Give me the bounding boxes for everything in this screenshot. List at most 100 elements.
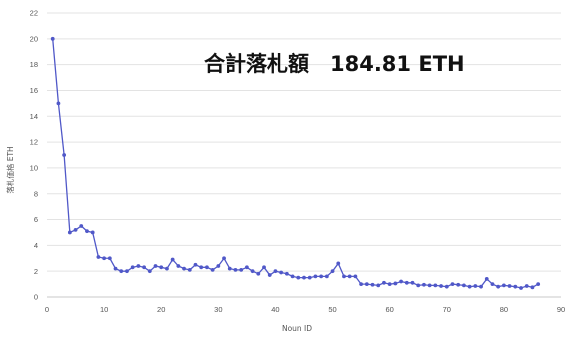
y-tick-label: 16 — [30, 86, 38, 95]
data-point — [462, 283, 466, 288]
data-point — [159, 265, 164, 270]
data-point — [216, 264, 221, 268]
y-axis-title: 落札価格 ETH — [5, 146, 15, 193]
data-point — [290, 274, 295, 279]
data-point — [125, 269, 129, 274]
data-point — [433, 283, 438, 288]
y-tick-label: 14 — [30, 112, 38, 121]
data-point — [79, 224, 84, 228]
x-tick-label: 70 — [443, 305, 451, 314]
data-point — [410, 280, 415, 285]
data-point — [324, 274, 329, 279]
data-point — [307, 275, 312, 280]
data-point — [170, 257, 175, 262]
data-point — [279, 270, 284, 275]
data-points — [50, 36, 541, 290]
data-point — [382, 280, 386, 285]
x-tick-label: 20 — [157, 305, 165, 314]
data-point — [262, 265, 266, 270]
data-point — [233, 267, 238, 272]
y-tick-label: 4 — [34, 241, 38, 250]
data-point — [176, 264, 181, 268]
data-point — [222, 256, 226, 261]
data-point — [50, 36, 55, 41]
data-point — [444, 284, 449, 289]
data-point — [182, 266, 186, 271]
y-tick-label: 12 — [30, 138, 38, 147]
data-point — [85, 229, 89, 234]
y-tick-label: 10 — [30, 164, 38, 173]
data-point — [267, 273, 272, 277]
data-point — [130, 265, 135, 270]
data-point — [416, 283, 421, 288]
x-tick-label: 80 — [500, 305, 508, 314]
x-axis-title: Noun ID — [282, 324, 312, 333]
data-point — [473, 284, 478, 288]
data-point — [393, 281, 398, 286]
data-point — [113, 266, 118, 271]
data-point — [256, 271, 261, 276]
data-point — [142, 265, 146, 270]
data-point — [107, 256, 112, 261]
data-point — [490, 282, 495, 286]
data-point — [67, 230, 72, 235]
data-point — [56, 101, 61, 106]
data-point — [524, 284, 529, 288]
total-winning-bid-label: 合計落札額 184.81 ETH — [204, 52, 465, 76]
data-point — [347, 274, 352, 279]
data-point — [427, 283, 432, 288]
y-tick-label: 6 — [34, 215, 38, 224]
data-point — [153, 264, 158, 268]
data-point — [90, 230, 95, 235]
data-point — [387, 282, 392, 286]
data-point — [364, 282, 369, 286]
data-point — [296, 275, 301, 280]
series-line — [52, 38, 539, 289]
data-point — [136, 264, 141, 268]
data-point — [165, 266, 169, 271]
y-axis-ticks: 0 2 4 6 8 10 12 14 16 18 20 22 — [30, 9, 38, 302]
data-point — [336, 261, 341, 266]
data-point — [513, 284, 518, 289]
data-point — [205, 265, 209, 270]
gridlines — [47, 12, 561, 298]
data-point — [376, 283, 381, 288]
data-point — [147, 269, 152, 274]
data-point — [353, 274, 358, 279]
data-point — [519, 286, 523, 290]
data-point — [456, 282, 461, 287]
data-point — [73, 227, 78, 232]
y-tick-label: 8 — [34, 189, 38, 198]
data-point — [342, 274, 346, 279]
data-point — [239, 267, 244, 272]
y-tick-label: 0 — [34, 293, 38, 302]
x-tick-label: 60 — [385, 305, 393, 314]
data-point — [210, 267, 215, 272]
data-point — [250, 269, 255, 274]
x-tick-label: 10 — [100, 305, 108, 314]
data-point — [319, 274, 324, 279]
data-point — [102, 256, 107, 261]
data-point — [530, 285, 535, 290]
y-tick-label: 2 — [34, 267, 38, 276]
data-point — [507, 284, 512, 288]
y-tick-label: 20 — [30, 34, 38, 43]
x-tick-label: 0 — [45, 305, 49, 314]
data-point — [244, 265, 249, 270]
data-point — [193, 262, 198, 267]
data-point — [496, 284, 501, 289]
data-point — [302, 275, 306, 280]
data-point — [501, 283, 506, 288]
y-tick-label: 18 — [30, 60, 38, 69]
data-point — [484, 277, 489, 281]
data-point — [479, 284, 483, 289]
data-point — [330, 269, 335, 274]
data-point — [187, 267, 192, 272]
x-tick-label: 30 — [214, 305, 222, 314]
data-point — [96, 255, 101, 259]
data-point — [313, 274, 318, 279]
data-point — [536, 282, 541, 286]
x-tick-label: 40 — [271, 305, 279, 314]
y-tick-label: 22 — [30, 9, 38, 18]
